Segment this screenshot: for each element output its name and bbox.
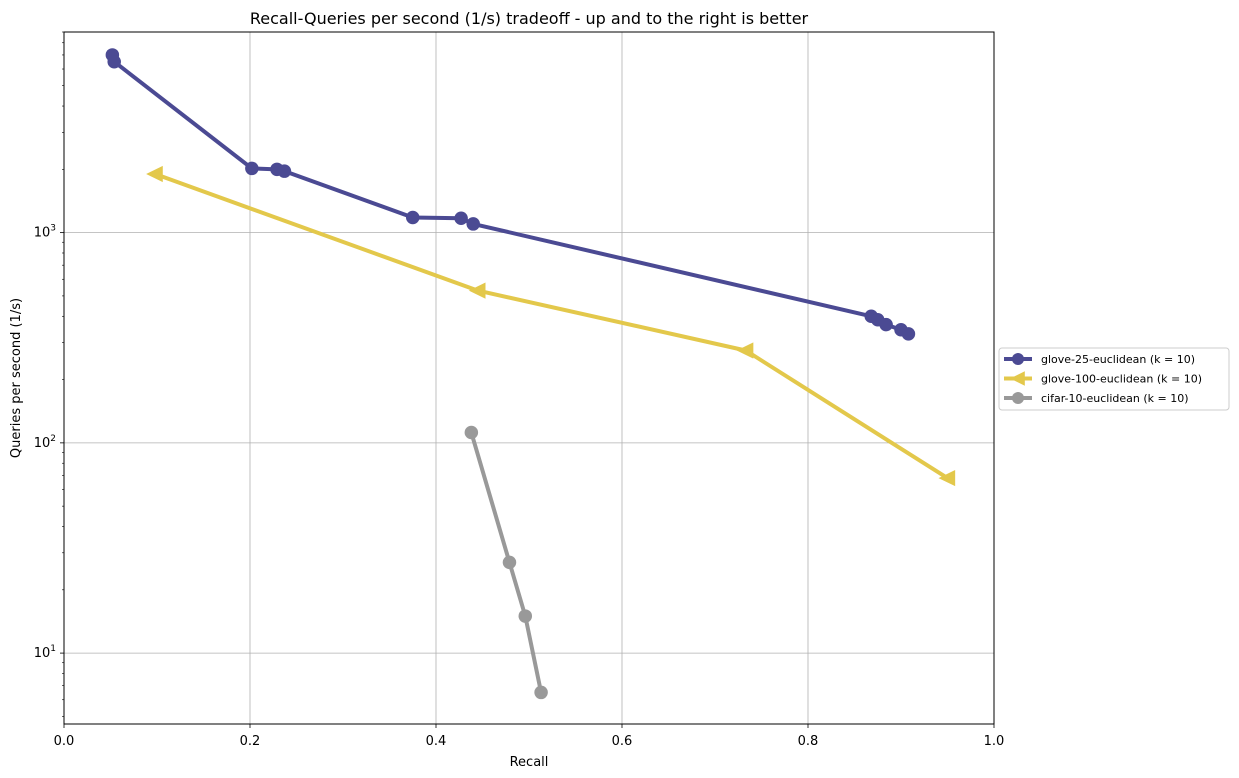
series-line (154, 172, 949, 480)
y-tick-label: 101 (34, 644, 56, 661)
data-point (938, 469, 956, 487)
x-tick-label: 0.0 (54, 734, 75, 749)
x-tick-label: 0.6 (612, 734, 633, 749)
data-point (146, 165, 163, 183)
data-point (518, 609, 533, 623)
data-point (502, 555, 517, 570)
legend-entry: cifar-10-euclidean (k = 10) (1004, 392, 1189, 405)
legend-box (998, 347, 1230, 411)
legend-label: glove-100-euclidean (k = 10) (1041, 373, 1202, 386)
data-point (107, 54, 121, 69)
series-line (110, 54, 910, 336)
legend-entry: glove-100-euclidean (k = 10) (1004, 371, 1202, 386)
grid (64, 32, 994, 724)
legend-entry: glove-25-euclidean (k = 10) (1004, 353, 1195, 366)
plot-frame (63, 31, 995, 725)
x-tick-label: 0.8 (798, 734, 819, 749)
series-2 (464, 425, 548, 700)
data-point (245, 161, 259, 176)
data-point (454, 211, 468, 226)
series-line (469, 431, 544, 693)
legend: glove-25-euclidean (k = 10) glove-100-euc… (998, 347, 1230, 411)
x-tick-label: 0.2 (240, 734, 261, 749)
legend-label: glove-25-euclidean (k = 10) (1041, 353, 1195, 366)
data-point (736, 342, 754, 359)
data-point (879, 317, 893, 332)
legend-marker (1010, 371, 1025, 386)
data-point (901, 327, 916, 341)
y-tick-label: 103 (34, 224, 56, 241)
series-group (105, 48, 956, 700)
ticks: 0.0 0.2 0.4 0.6 0.8 1.0 101 102 103 (34, 31, 1005, 749)
chart-title: Recall-Queries per second (1/s) tradeoff… (250, 9, 809, 28)
legend-marker (1012, 353, 1024, 365)
legend-marker (1012, 392, 1024, 404)
x-tick-label: 0.4 (426, 734, 447, 749)
x-axis-label: Recall (510, 755, 549, 770)
series-1 (146, 165, 956, 487)
data-point (468, 282, 486, 299)
series-0 (105, 48, 916, 341)
x-tick-label: 1.0 (984, 734, 1005, 749)
y-axis-label: Queries per second (1/s) (9, 298, 24, 458)
data-point (466, 217, 480, 231)
data-point (534, 685, 548, 700)
data-point (277, 164, 292, 178)
legend-label: cifar-10-euclidean (k = 10) (1041, 392, 1189, 405)
data-point (406, 210, 420, 225)
y-tick-label: 102 (34, 434, 56, 451)
data-point (464, 425, 479, 440)
